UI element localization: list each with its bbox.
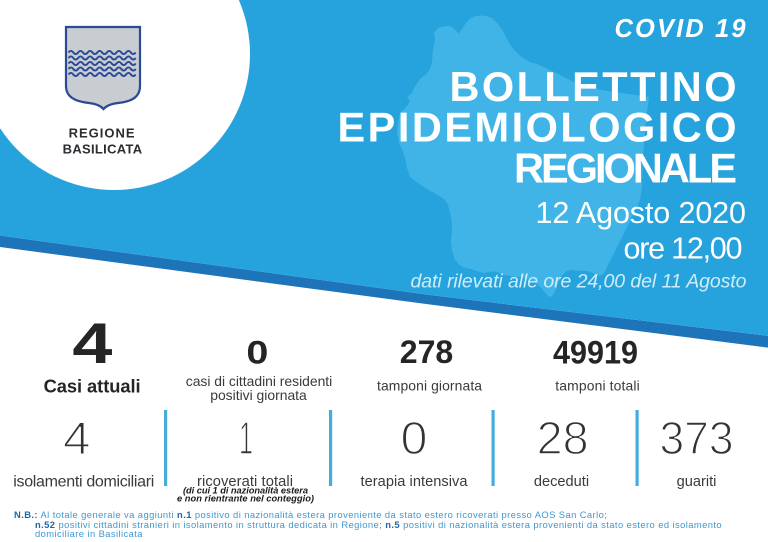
svg-text:terapia intensiva: terapia intensiva (361, 474, 469, 490)
svg-text:0: 0 (401, 412, 428, 464)
svg-text:ricoverati totali: ricoverati totali (197, 474, 293, 490)
svg-text:(di cui 1 di nazionalità ester: (di cui 1 di nazionalità estera (183, 486, 308, 496)
svg-text:guariti: guariti (677, 474, 717, 490)
svg-text:1: 1 (239, 412, 253, 464)
svg-text:BOLLETTINO: BOLLETTINO (450, 63, 737, 110)
svg-text:28: 28 (537, 412, 589, 464)
svg-text:ore 12,00: ore 12,00 (624, 232, 743, 266)
svg-text:positivi giornata: positivi giornata (210, 387, 307, 403)
svg-text:278: 278 (400, 334, 454, 370)
svg-text:e non rientrante nel conteggio: e non rientrante nel conteggio) (177, 494, 314, 504)
svg-text:49919: 49919 (553, 335, 638, 371)
svg-text:dati rilevati alle ore 24,00 d: dati rilevati alle ore 24,00 del 11 Agos… (411, 271, 747, 293)
svg-text:12 Agosto 2020: 12 Agosto 2020 (536, 196, 747, 230)
svg-text:COVID 19: COVID 19 (615, 15, 747, 43)
svg-text:tamponi giornata: tamponi giornata (377, 378, 482, 394)
svg-text:Casi attuali: Casi attuali (44, 375, 141, 396)
svg-text:4: 4 (72, 312, 112, 376)
svg-text:REGIONALE: REGIONALE (514, 144, 737, 191)
svg-text:isolamenti domiciliari: isolamenti domiciliari (13, 474, 154, 491)
svg-text:deceduti: deceduti (534, 474, 589, 490)
svg-text:REGIONE: REGIONE (69, 126, 135, 141)
svg-text:0: 0 (246, 334, 268, 370)
svg-text:casi di cittadini residenti: casi di cittadini residenti (186, 373, 333, 389)
svg-text:BASILICATA: BASILICATA (63, 142, 143, 157)
svg-text:tamponi totali: tamponi totali (555, 378, 640, 394)
svg-text:373: 373 (660, 412, 734, 464)
svg-text:4: 4 (63, 412, 91, 464)
